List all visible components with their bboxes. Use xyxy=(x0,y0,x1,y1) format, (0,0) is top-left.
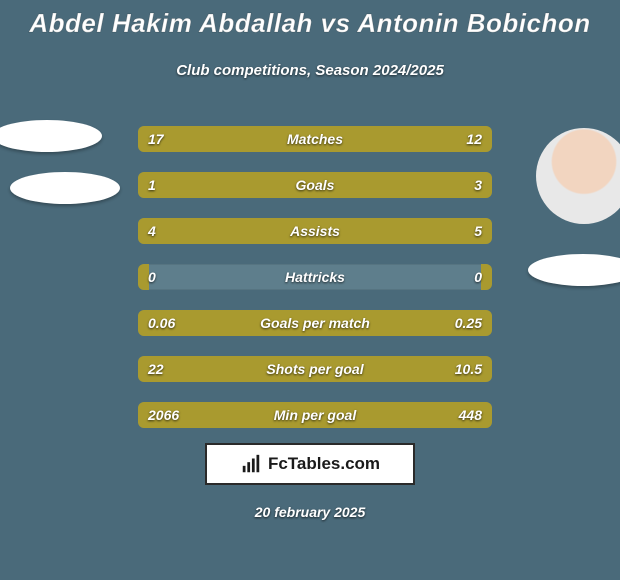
stat-value-right: 12 xyxy=(456,126,492,152)
stat-value-left: 17 xyxy=(138,126,174,152)
stat-value-left: 2066 xyxy=(138,402,189,428)
stat-value-left: 22 xyxy=(138,356,174,382)
page-subtitle: Club competitions, Season 2024/2025 xyxy=(0,62,620,79)
stat-value-left: 0.06 xyxy=(138,310,185,336)
stat-label: Goals per match xyxy=(138,310,492,336)
stat-row: Assists4 5 xyxy=(138,218,492,244)
stat-label: Shots per goal xyxy=(138,356,492,382)
stat-value-right: 0.25 xyxy=(445,310,492,336)
stat-label: Min per goal xyxy=(138,402,492,428)
team-badge-left-2 xyxy=(10,172,120,204)
comparison-card: Abdel Hakim Abdallah vs Antonin Bobichon… xyxy=(0,0,620,580)
team-badge-left-1 xyxy=(0,120,102,152)
stat-label: Hattricks xyxy=(138,264,492,290)
chart-icon xyxy=(240,453,262,475)
stat-value-right: 5 xyxy=(464,218,492,244)
stat-value-right: 10.5 xyxy=(445,356,492,382)
stat-value-left: 1 xyxy=(138,172,166,198)
stat-row: Hattricks0 0 xyxy=(138,264,492,290)
page-title: Abdel Hakim Abdallah vs Antonin Bobichon xyxy=(0,8,620,39)
stat-value-right: 0 xyxy=(464,264,492,290)
stat-label: Matches xyxy=(138,126,492,152)
stat-label: Goals xyxy=(138,172,492,198)
stat-row: Goals per match0.06 0.25 xyxy=(138,310,492,336)
stat-row: Shots per goal22 10.5 xyxy=(138,356,492,382)
stat-label: Assists xyxy=(138,218,492,244)
stat-value-right: 448 xyxy=(449,402,492,428)
stat-row: Matches17 12 xyxy=(138,126,492,152)
stat-row: Min per goal2066 448 xyxy=(138,402,492,428)
logo-text: FcTables.com xyxy=(268,454,380,474)
stat-value-left: 0 xyxy=(138,264,166,290)
stat-bars: Matches17 12 Goals1 3 Assists4 5 Hattricks0 0 Go… xyxy=(138,126,492,448)
logo-box: FcTables.com xyxy=(205,443,415,485)
date-line: 20 february 2025 xyxy=(0,504,620,520)
player-avatar-right xyxy=(536,128,620,224)
team-badge-right xyxy=(528,254,620,286)
stat-row: Goals1 3 xyxy=(138,172,492,198)
stat-value-left: 4 xyxy=(138,218,166,244)
stat-value-right: 3 xyxy=(464,172,492,198)
